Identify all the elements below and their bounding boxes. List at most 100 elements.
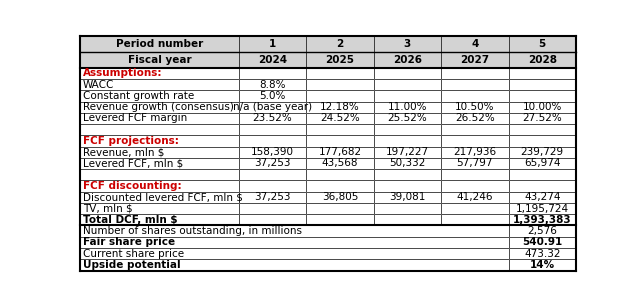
Bar	[441, 135, 509, 147]
Text: 2026: 2026	[393, 55, 422, 65]
Bar	[306, 169, 374, 180]
Text: 24.52%: 24.52%	[320, 113, 360, 123]
Text: n/a (base year): n/a (base year)	[233, 102, 312, 112]
Bar	[509, 226, 576, 237]
Bar	[80, 158, 239, 169]
Bar	[441, 102, 509, 113]
Bar	[80, 214, 239, 226]
Bar	[306, 90, 374, 102]
Bar	[80, 36, 239, 52]
Bar	[239, 169, 306, 180]
Bar	[374, 68, 441, 79]
Bar	[80, 79, 239, 90]
Text: 4: 4	[471, 39, 479, 49]
Bar	[441, 124, 509, 135]
Text: Revenue growth (consensus): Revenue growth (consensus)	[83, 102, 234, 112]
Bar	[509, 52, 576, 68]
Bar	[80, 102, 239, 113]
Bar	[80, 79, 239, 90]
Bar	[509, 102, 576, 113]
Bar	[80, 158, 239, 169]
Bar	[509, 135, 576, 147]
Bar	[509, 135, 576, 147]
Bar	[239, 79, 306, 90]
Bar	[306, 180, 374, 192]
Bar	[441, 214, 509, 226]
Bar	[80, 203, 239, 214]
Bar	[441, 169, 509, 180]
Bar	[441, 169, 509, 180]
Bar	[441, 79, 509, 90]
Text: Assumptions:: Assumptions:	[83, 68, 163, 78]
Text: 5.0%: 5.0%	[259, 91, 285, 101]
Bar	[441, 52, 509, 68]
Bar	[80, 124, 239, 135]
Text: 37,253: 37,253	[254, 192, 291, 202]
Bar	[306, 102, 374, 113]
Bar	[441, 214, 509, 226]
Bar	[441, 102, 509, 113]
Bar	[374, 214, 441, 226]
Bar	[239, 124, 306, 135]
Bar	[509, 90, 576, 102]
Bar	[509, 102, 576, 113]
Bar	[239, 158, 306, 169]
Bar	[306, 180, 374, 192]
Text: 36,805: 36,805	[322, 192, 358, 202]
Bar	[509, 203, 576, 214]
Bar	[306, 135, 374, 147]
Bar	[80, 259, 509, 271]
Bar	[80, 52, 239, 68]
Bar	[509, 113, 576, 124]
Bar	[239, 113, 306, 124]
Bar	[306, 124, 374, 135]
Bar	[441, 135, 509, 147]
Bar	[239, 180, 306, 192]
Bar	[441, 36, 509, 52]
Text: 23.52%: 23.52%	[253, 113, 292, 123]
Text: 57,797: 57,797	[456, 158, 493, 168]
Bar	[306, 68, 374, 79]
Bar	[441, 158, 509, 169]
Text: 2,576: 2,576	[527, 226, 557, 236]
Bar	[306, 124, 374, 135]
Text: 41,246: 41,246	[456, 192, 493, 202]
Text: 50,332: 50,332	[389, 158, 426, 168]
Bar	[80, 248, 509, 259]
Bar	[80, 169, 239, 180]
Bar	[306, 36, 374, 52]
Bar	[374, 52, 441, 68]
Bar	[509, 180, 576, 192]
Bar	[306, 203, 374, 214]
Bar	[509, 169, 576, 180]
Bar	[509, 259, 576, 271]
Text: 1: 1	[269, 39, 276, 49]
Bar	[509, 68, 576, 79]
Text: 540.91: 540.91	[522, 237, 563, 247]
Bar	[306, 147, 374, 158]
Bar	[509, 248, 576, 259]
Bar	[239, 135, 306, 147]
Bar	[239, 124, 306, 135]
Bar	[509, 248, 576, 259]
Bar	[80, 113, 239, 124]
Bar	[374, 169, 441, 180]
Bar	[441, 79, 509, 90]
Bar	[441, 203, 509, 214]
Bar	[441, 36, 509, 52]
Bar	[374, 158, 441, 169]
Bar	[306, 90, 374, 102]
Text: 177,682: 177,682	[318, 147, 362, 157]
Text: 1,393,383: 1,393,383	[513, 215, 572, 225]
Bar	[509, 79, 576, 90]
Bar	[374, 180, 441, 192]
Bar	[239, 203, 306, 214]
Bar	[306, 158, 374, 169]
Bar	[306, 68, 374, 79]
Bar	[239, 102, 306, 113]
Bar	[80, 192, 239, 203]
Bar	[509, 180, 576, 192]
Bar	[80, 124, 239, 135]
Bar	[441, 90, 509, 102]
Bar	[374, 147, 441, 158]
